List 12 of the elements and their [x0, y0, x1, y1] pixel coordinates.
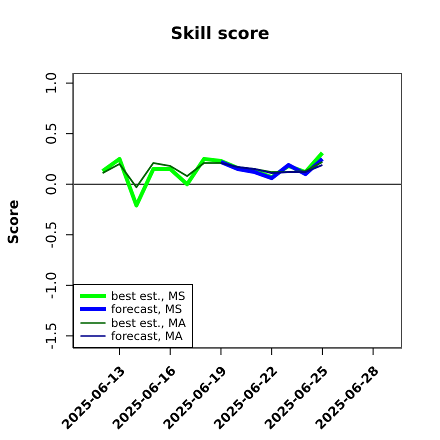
legend-label: forecast, MS	[111, 302, 182, 316]
y-tick-label: 1.0	[44, 72, 60, 94]
y-axis-title: Score	[6, 200, 22, 244]
y-tick-label: 0.0	[44, 173, 60, 196]
y-tick-label: -1.0	[44, 272, 60, 299]
y-tick-label: -1.5	[44, 322, 60, 350]
y-tick-label: -0.5	[44, 221, 60, 248]
legend-label: best est., MS	[111, 288, 186, 303]
chart-title: Skill score	[170, 24, 270, 44]
legend-label: forecast, MA	[111, 329, 183, 344]
legend-label: best est., MA	[111, 316, 186, 330]
y-tick-label: 0.5	[44, 122, 60, 145]
